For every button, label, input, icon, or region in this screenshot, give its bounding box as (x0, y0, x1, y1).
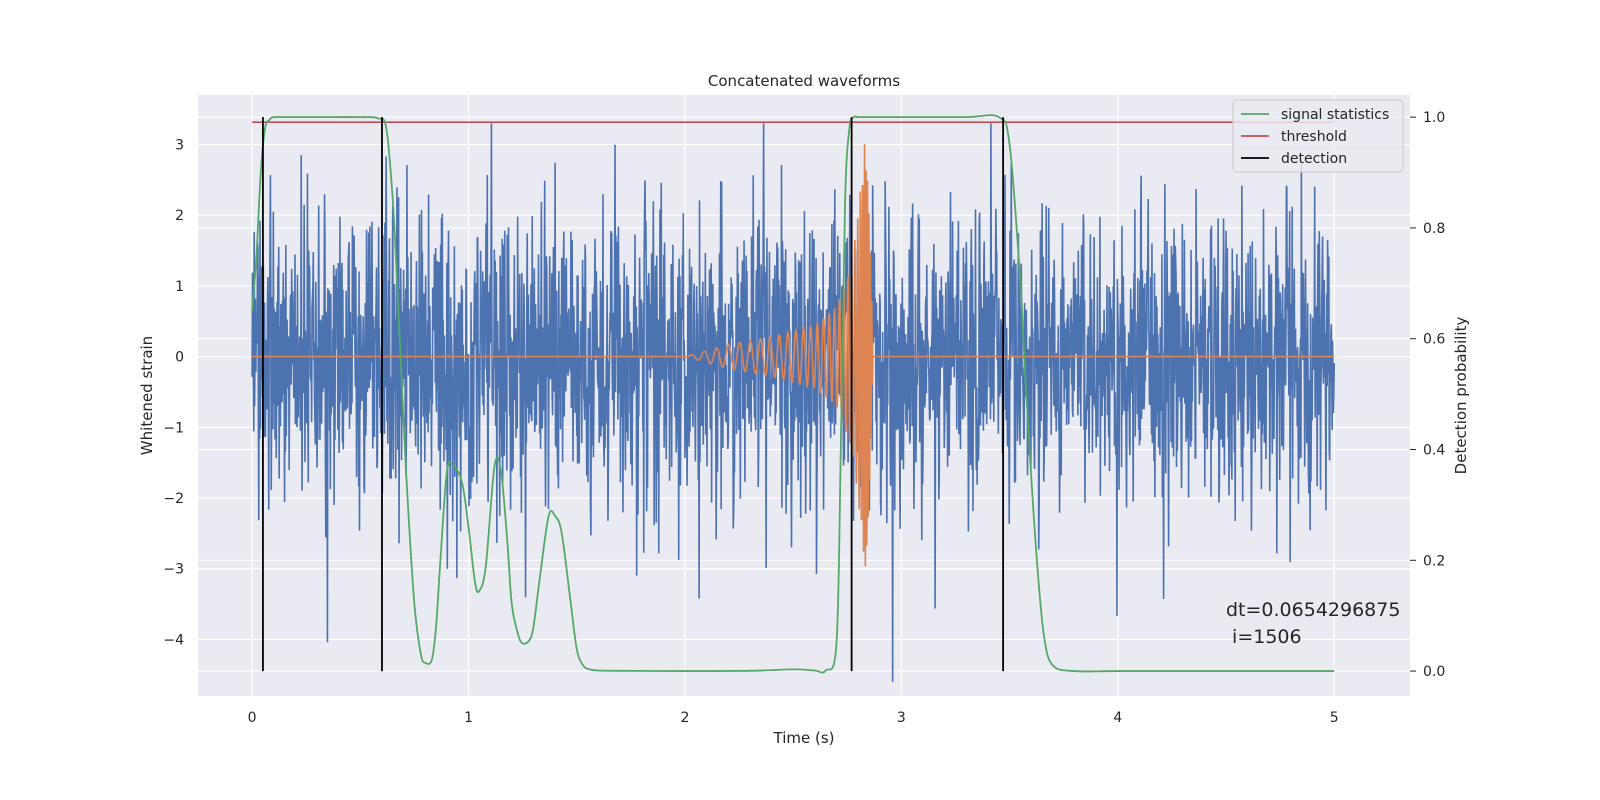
signal-statistics-line (251, 114, 1335, 674)
x-tick-label: 1 (464, 710, 473, 726)
x-axis-label: Time (s) (773, 729, 835, 747)
chart-title: Concatenated waveforms (708, 72, 900, 90)
noise-series-line (251, 123, 1336, 682)
y-right-tick-label: 0.8 (1423, 221, 1445, 237)
legend-label-detection: detection (1281, 151, 1347, 167)
y-left-tick-label: 1 (175, 279, 184, 295)
y-right-tick-label: 0.6 (1423, 332, 1445, 348)
y-axis-label-right: Detection probability (1452, 317, 1470, 475)
legend: signal statistics threshold detection (1232, 99, 1404, 173)
legend-label-signal-statistics: signal statistics (1281, 107, 1389, 123)
annotation-index: i=1506 (1226, 626, 1302, 648)
x-tick-label: 0 (248, 710, 257, 726)
y-right-tick-label: 0.4 (1423, 443, 1445, 459)
y-left-tick-label: 2 (175, 208, 184, 224)
y-left-tick-label: −2 (163, 491, 184, 507)
legend-label-threshold: threshold (1281, 129, 1347, 145)
y-right-tick-label: 1.0 (1423, 110, 1445, 126)
x-tick-label: 3 (897, 710, 906, 726)
injection-series-line (252, 144, 1335, 567)
y-right-tick-label: 0.2 (1423, 553, 1445, 569)
x-tick-label: 2 (681, 710, 690, 726)
y-left-tick-label: −3 (163, 562, 184, 578)
y-left-tick-label: 3 (175, 137, 184, 153)
legend-box (1232, 99, 1404, 173)
x-tick-label: 4 (1113, 710, 1122, 726)
series-layer (251, 114, 1336, 682)
y-axis-label-left: Whitened strain (138, 336, 156, 455)
x-tick-label: 5 (1330, 710, 1339, 726)
annotation-dt: dt=0.0654296875 (1226, 599, 1400, 621)
y-left-tick-label: −1 (163, 420, 184, 436)
y-left-tick-label: −4 (163, 632, 184, 648)
axes-layer: 0 1 2 3 4 5 −4 −3 −2 −1 0 1 2 3 0.0 0.2 0.4 0.6 0.8 1.0 (163, 110, 1445, 726)
y-left-tick-label: 0 (175, 350, 184, 366)
y-right-tick-label: 0.0 (1423, 664, 1445, 680)
